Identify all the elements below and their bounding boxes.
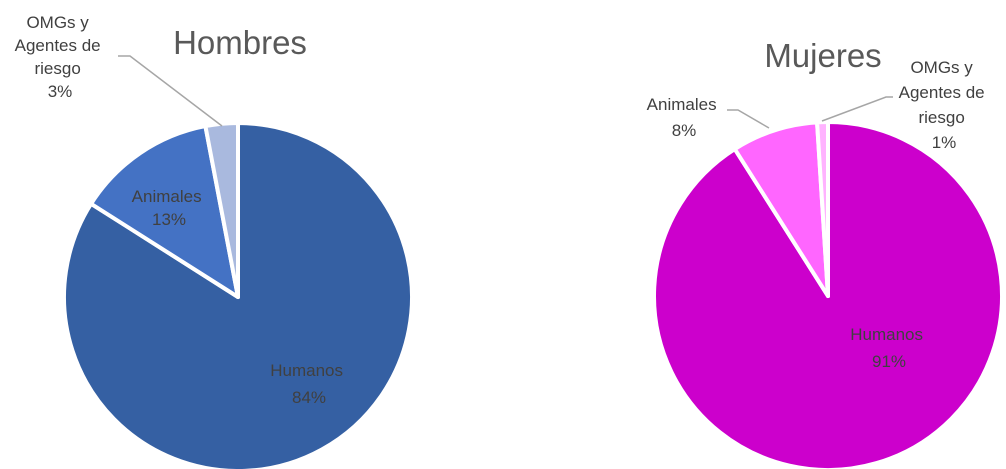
- chart-title: Mujeres: [764, 37, 881, 74]
- pie-chart-hombres: Hombres OMGs y Agentes de riesgo 3% Anim…: [15, 13, 415, 469]
- chart-title: Hombres: [173, 24, 307, 61]
- slice-omgs: [815, 119, 830, 298]
- slice-animales: [89, 124, 240, 299]
- slice-omgs: [203, 121, 240, 299]
- slice-label-omgs: OMGs y Agentes de riesgo 3%: [15, 13, 106, 101]
- slice-label-animales: Animales 8%: [647, 95, 722, 140]
- slice-label-humanos: Humanos 84%: [270, 361, 348, 407]
- slice-label-omgs: OMGs y Agentes de riesgo 1%: [899, 58, 990, 152]
- slice-label-humanos: Humanos 91%: [850, 325, 928, 371]
- pie-chart-mujeres: Mujeres OMGs y Agentes de riesgo 1% Anim…: [647, 37, 1005, 469]
- leader-line-omgs: [821, 96, 893, 122]
- slice-label-animales: Animales 13%: [132, 187, 207, 229]
- leader-line-omgs: [118, 55, 223, 127]
- leader-line-animales: [727, 109, 770, 129]
